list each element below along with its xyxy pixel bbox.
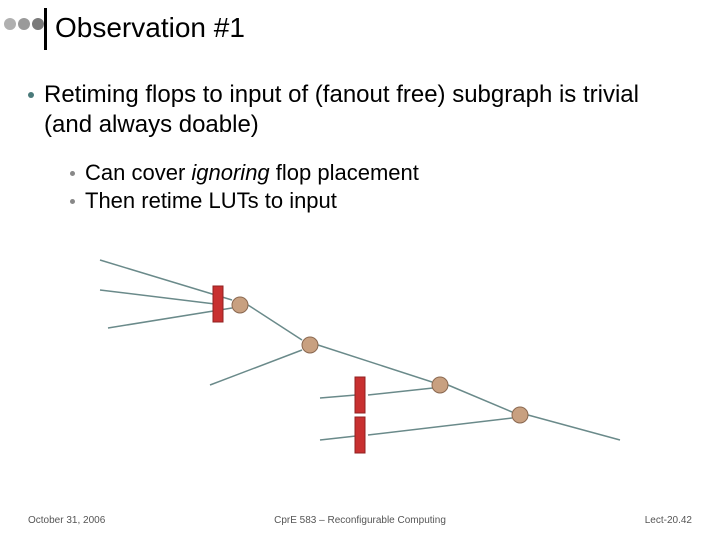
main-text: Retiming flops to input of (fanout free)… bbox=[44, 80, 668, 140]
sub-text: Then retime LUTs to input bbox=[85, 188, 337, 214]
diagram-svg bbox=[60, 240, 660, 480]
slide-title: Observation #1 bbox=[55, 12, 245, 44]
dot-icon bbox=[18, 18, 30, 30]
sub-bullets: Can cover ignoring flop placement Then r… bbox=[70, 160, 670, 216]
slide-container: Observation #1 Retiming flops to input o… bbox=[0, 0, 720, 540]
sub-bullet-row: Can cover ignoring flop placement bbox=[70, 160, 670, 186]
footer-course: CprE 583 – Reconfigurable Computing bbox=[0, 515, 720, 526]
sub-bullet-row: Then retime LUTs to input bbox=[70, 188, 670, 214]
bullet-icon bbox=[70, 199, 75, 204]
sub-text: Can cover ignoring flop placement bbox=[85, 160, 419, 186]
main-bullet: Retiming flops to input of (fanout free)… bbox=[28, 80, 668, 140]
network-diagram bbox=[60, 240, 660, 480]
dot-icon bbox=[32, 18, 44, 30]
bullet-icon bbox=[28, 92, 34, 98]
dot-icon bbox=[4, 18, 16, 30]
header-dots bbox=[4, 18, 44, 30]
bullet-icon bbox=[70, 171, 75, 176]
footer-slide-num: Lect-20.42 bbox=[645, 515, 692, 526]
title-bar bbox=[44, 8, 47, 50]
